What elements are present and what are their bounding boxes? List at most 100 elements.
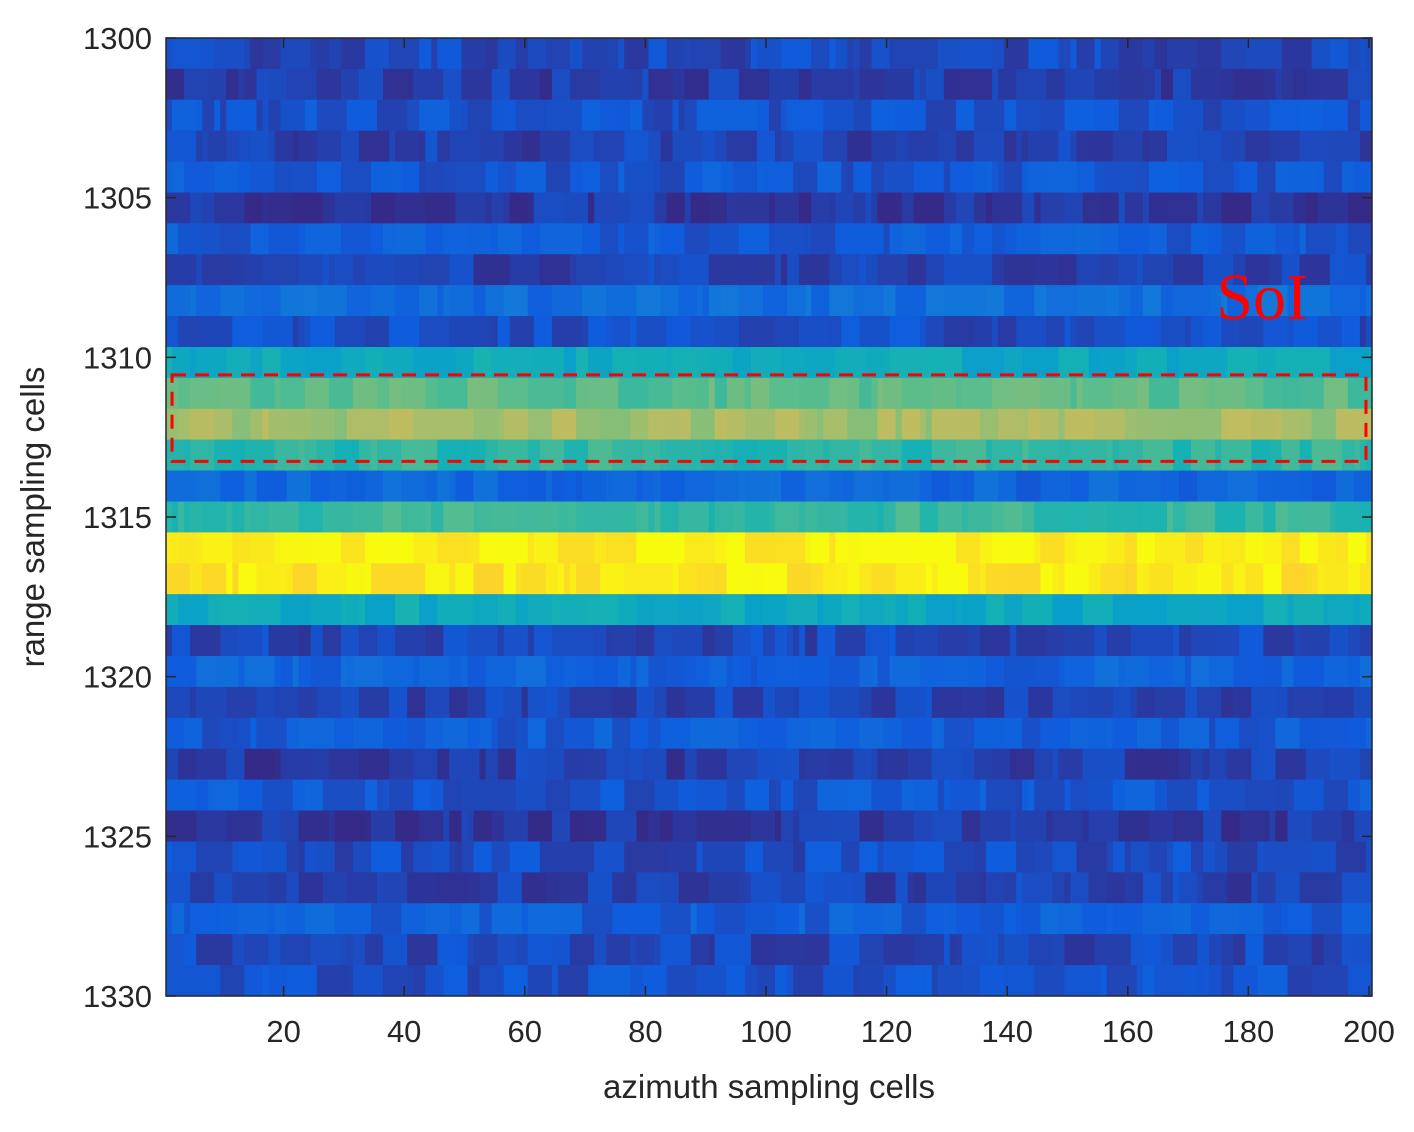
heatmap-cell-strip bbox=[1160, 68, 1174, 101]
heatmap-cell-strip bbox=[467, 686, 486, 719]
heatmap-cell-strip bbox=[829, 285, 854, 317]
heatmap-cell-strip bbox=[166, 903, 173, 935]
heatmap-cell-strip bbox=[980, 779, 987, 812]
heatmap-cell-strip bbox=[1245, 38, 1276, 70]
heatmap-cell-strip bbox=[280, 285, 305, 317]
heatmap-cell-strip bbox=[220, 625, 239, 657]
heatmap-cell-strip bbox=[1004, 130, 1017, 163]
heatmap-cell-strip bbox=[1269, 254, 1282, 286]
heatmap-cell-strip bbox=[334, 903, 354, 935]
heatmap-cell-strip bbox=[1118, 254, 1138, 286]
heatmap-cell-strip bbox=[1185, 965, 1198, 997]
heatmap-cell-strip bbox=[1257, 841, 1264, 873]
heatmap-cell-strip bbox=[1329, 748, 1337, 781]
heatmap-cell-strip bbox=[389, 748, 414, 781]
heatmap-cell-strip bbox=[545, 470, 553, 503]
heatmap-cell-strip bbox=[1329, 872, 1343, 904]
heatmap-cell-strip bbox=[467, 717, 480, 750]
heatmap-cell-strip bbox=[793, 130, 824, 163]
heatmap-cell-strip bbox=[859, 656, 872, 688]
heatmap-cell-strip bbox=[551, 470, 565, 503]
heatmap-cell-strip bbox=[1287, 810, 1312, 842]
heatmap-cell-strip bbox=[1142, 38, 1156, 70]
heatmap-cell-strip bbox=[787, 965, 794, 997]
heatmap-cell-strip bbox=[527, 594, 553, 626]
heatmap-cell-strip bbox=[726, 130, 758, 163]
heatmap-cell-strip bbox=[817, 501, 848, 533]
heatmap-cell-strip bbox=[1148, 594, 1168, 626]
x-tick-label: 80 bbox=[628, 1014, 662, 1049]
heatmap-cell-strip bbox=[1022, 779, 1029, 812]
heatmap-cell-strip bbox=[769, 192, 776, 224]
heatmap-cell-strip bbox=[853, 872, 866, 904]
heatmap-cell-strip bbox=[1004, 934, 1029, 966]
heatmap-cell-strip bbox=[582, 810, 607, 842]
heatmap-cell-strip bbox=[1124, 347, 1138, 379]
heatmap-cell-strip bbox=[1311, 38, 1331, 70]
heatmap-cell-strip bbox=[1209, 223, 1222, 255]
heatmap-cell-strip bbox=[823, 563, 836, 595]
heatmap-cell-strip bbox=[974, 223, 993, 255]
heatmap-cell-strip bbox=[1209, 656, 1234, 688]
heatmap-cell-strip bbox=[533, 316, 553, 348]
heatmap-cell-strip bbox=[1160, 934, 1174, 966]
heatmap-cell-strip bbox=[202, 717, 221, 750]
heatmap-cell-strip bbox=[1197, 408, 1222, 441]
heatmap-cell-strip bbox=[401, 439, 426, 472]
heatmap-cell-strip bbox=[214, 38, 245, 70]
heatmap-cell-strip bbox=[720, 285, 740, 317]
heatmap-cell-strip bbox=[594, 625, 607, 657]
heatmap-cell-strip bbox=[407, 934, 438, 966]
heatmap-cell-strip bbox=[449, 130, 480, 163]
heatmap-cell-strip bbox=[1341, 254, 1367, 286]
heatmap-cell-strip bbox=[1070, 130, 1077, 163]
heatmap-cell-strip bbox=[1257, 717, 1276, 750]
heatmap-cell-strip bbox=[1022, 470, 1041, 503]
heatmap-cell-strip bbox=[166, 810, 197, 842]
heatmap-cell-strip bbox=[340, 656, 348, 688]
heatmap-cell-strip bbox=[1245, 779, 1276, 812]
heatmap-cell-strip bbox=[648, 717, 661, 750]
heatmap-cell-strip bbox=[1154, 748, 1168, 781]
heatmap-cell-strip bbox=[172, 625, 191, 657]
heatmap-cell-strip bbox=[425, 192, 456, 224]
heatmap-cell-strip bbox=[316, 501, 324, 533]
heatmap-cell-strip bbox=[805, 748, 830, 781]
heatmap-cell-strip bbox=[1124, 563, 1138, 595]
heatmap-cell-strip bbox=[1197, 872, 1204, 904]
heatmap-cell-strip bbox=[220, 717, 239, 750]
heatmap-cell-strip bbox=[202, 254, 233, 286]
heatmap-cell-strip bbox=[1040, 470, 1071, 503]
heatmap-cell-strip bbox=[841, 254, 860, 286]
heatmap-cell-strip bbox=[292, 161, 312, 194]
heatmap-cell-strip bbox=[1154, 99, 1174, 132]
heatmap-cell-strip bbox=[286, 563, 293, 595]
heatmap-cell-strip bbox=[1257, 470, 1270, 503]
heatmap-cell-strip bbox=[829, 316, 842, 348]
heatmap-cell-strip bbox=[787, 439, 806, 472]
heatmap-cell-strip bbox=[769, 68, 800, 101]
heatmap-cell-strip bbox=[455, 563, 474, 595]
heatmap-cell-strip bbox=[1173, 68, 1192, 101]
heatmap-cell-strip bbox=[1173, 501, 1186, 533]
heatmap-cell-strip bbox=[545, 748, 565, 781]
heatmap-cell-strip bbox=[889, 656, 921, 688]
heatmap-cell-strip bbox=[588, 965, 601, 997]
heatmap-cell-strip bbox=[666, 439, 697, 472]
heatmap-cell-strip bbox=[172, 38, 203, 70]
heatmap-cell-strip bbox=[166, 38, 173, 70]
heatmap-cell-strip bbox=[328, 347, 342, 379]
heatmap-cell-strip bbox=[980, 872, 987, 904]
heatmap-cell-strip bbox=[298, 223, 305, 255]
heatmap-cell-strip bbox=[1311, 408, 1337, 441]
heatmap-cell-strip bbox=[334, 223, 342, 255]
heatmap-cell-strip bbox=[738, 192, 770, 224]
heatmap-cell-strip bbox=[184, 501, 191, 533]
heatmap-cell-strip bbox=[720, 594, 734, 626]
heatmap-cell-strip bbox=[1281, 563, 1306, 595]
heatmap-cell-strip bbox=[859, 594, 884, 626]
heatmap-cell-strip bbox=[1311, 563, 1319, 595]
heatmap-cell-strip bbox=[859, 38, 872, 70]
heatmap-cell-strip bbox=[696, 841, 703, 873]
heatmap-cell-strip bbox=[1179, 748, 1192, 781]
